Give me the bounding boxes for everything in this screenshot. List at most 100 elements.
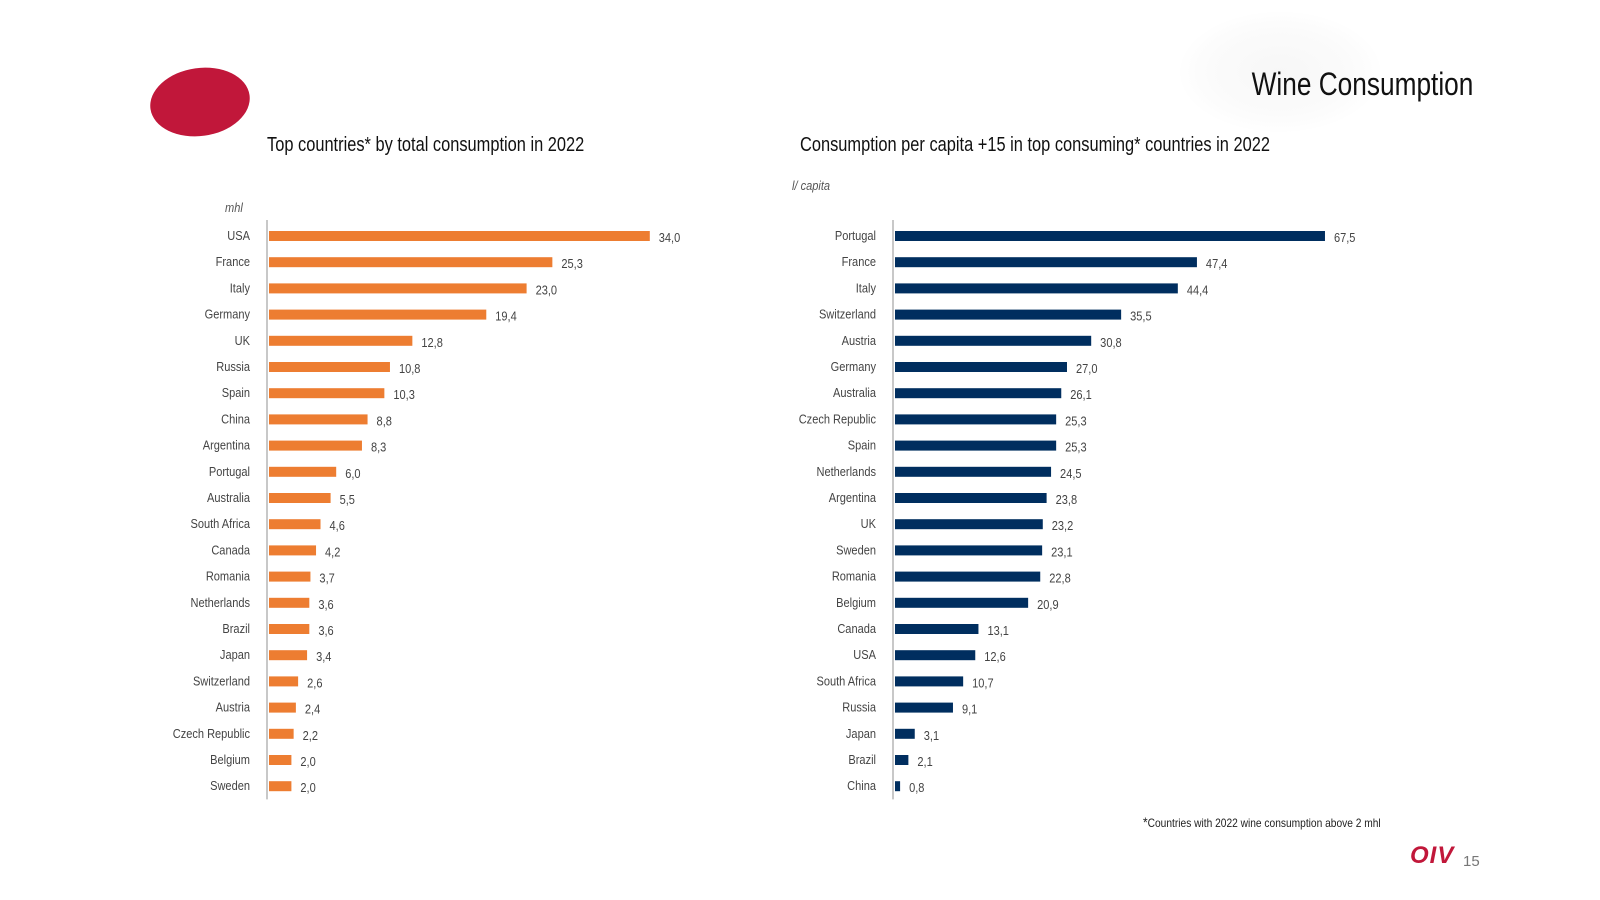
left-category-label: Czech Republic bbox=[173, 726, 250, 741]
right-category-label: USA bbox=[853, 647, 877, 662]
left-value-label: 2,2 bbox=[303, 728, 319, 743]
left-value-label: 10,3 bbox=[393, 387, 415, 402]
left-bar bbox=[269, 466, 337, 477]
right-category-label: UK bbox=[861, 516, 876, 531]
right-category-label: China bbox=[847, 778, 876, 793]
right-bar bbox=[895, 414, 1057, 425]
right-bar bbox=[895, 755, 909, 765]
right-value-label: 47,4 bbox=[1206, 256, 1228, 271]
left-bar bbox=[269, 362, 390, 372]
right-bar bbox=[895, 283, 1178, 294]
left-bar bbox=[269, 702, 296, 713]
left-value-label: 2,4 bbox=[305, 702, 321, 717]
right-chart-title: Consumption per capita +15 in top consum… bbox=[800, 134, 1270, 156]
right-value-label: 23,1 bbox=[1051, 545, 1073, 560]
footnote-mark: * bbox=[1143, 814, 1148, 830]
right-value-label: 3,1 bbox=[924, 728, 940, 743]
right-value-label: 44,4 bbox=[1187, 283, 1209, 298]
right-value-label: 9,1 bbox=[962, 702, 978, 717]
left-chart-unit: mhl bbox=[225, 200, 243, 215]
right-value-label: 35,5 bbox=[1130, 309, 1152, 324]
right-value-label: 24,5 bbox=[1060, 466, 1082, 481]
right-category-label: Germany bbox=[831, 359, 876, 374]
right-category-label: Russia bbox=[842, 700, 876, 715]
left-bar bbox=[269, 257, 553, 268]
left-category-label: Austria bbox=[216, 700, 251, 715]
right-value-label: 26,1 bbox=[1070, 387, 1092, 402]
right-category-label: Australia bbox=[833, 385, 876, 400]
right-value-label: 22,8 bbox=[1049, 571, 1071, 586]
left-category-label: UK bbox=[235, 333, 250, 348]
right-bar bbox=[895, 231, 1325, 241]
left-value-label: 12,8 bbox=[421, 335, 443, 350]
left-chart-title: Top countries* by total consumption in 2… bbox=[267, 134, 585, 156]
right-category-label: Brazil bbox=[848, 752, 876, 767]
right-category-label: Sweden bbox=[836, 543, 876, 558]
left-category-label: South Africa bbox=[190, 516, 250, 531]
left-category-label: Italy bbox=[230, 281, 250, 296]
left-bar bbox=[269, 309, 487, 320]
left-bar-chart: USA 34,0 France 25,3 Italy 23,0 Germany 19,4 UK 1… bbox=[173, 220, 681, 800]
right-bar-chart: Portugal 67,5 France 47,4 Italy 44,4 Switzerla… bbox=[799, 220, 1356, 800]
left-value-label: 5,5 bbox=[340, 492, 356, 507]
left-value-label: 10,8 bbox=[399, 361, 421, 376]
right-value-label: 25,3 bbox=[1065, 440, 1087, 455]
right-value-label: 0,8 bbox=[909, 780, 925, 795]
right-bar bbox=[895, 597, 1029, 608]
left-bar bbox=[269, 414, 368, 425]
right-bar bbox=[895, 702, 953, 713]
right-category-label: Canada bbox=[837, 621, 876, 636]
right-value-label: 27,0 bbox=[1076, 361, 1098, 376]
left-value-label: 34,0 bbox=[659, 230, 681, 245]
left-bar bbox=[269, 493, 331, 503]
left-value-label: 19,4 bbox=[495, 309, 517, 324]
right-bar bbox=[895, 335, 1092, 346]
right-category-label: Belgium bbox=[836, 595, 876, 610]
left-bar bbox=[269, 283, 527, 294]
right-bar bbox=[895, 493, 1047, 503]
left-bar bbox=[269, 597, 310, 608]
right-bar bbox=[895, 519, 1043, 530]
left-category-label: Romania bbox=[206, 569, 250, 584]
right-category-label: Argentina bbox=[829, 490, 877, 505]
right-bar bbox=[895, 388, 1062, 399]
right-value-label: 2,1 bbox=[917, 754, 933, 769]
left-value-label: 3,4 bbox=[316, 649, 332, 664]
left-category-label: Netherlands bbox=[190, 595, 250, 610]
right-value-label: 13,1 bbox=[987, 623, 1009, 638]
left-value-label: 2,6 bbox=[307, 676, 323, 691]
right-bar bbox=[895, 545, 1043, 556]
right-category-label: Switzerland bbox=[819, 307, 876, 322]
right-chart-unit: l/ capita bbox=[792, 178, 831, 193]
right-value-label: 67,5 bbox=[1334, 230, 1356, 245]
left-category-label: Canada bbox=[211, 543, 250, 558]
left-value-label: 4,2 bbox=[325, 545, 341, 560]
left-category-label: Germany bbox=[205, 307, 250, 322]
right-category-label: Portugal bbox=[835, 228, 876, 243]
left-category-label: France bbox=[216, 254, 251, 269]
right-category-label: South Africa bbox=[816, 674, 876, 689]
left-category-label: Russia bbox=[216, 359, 250, 374]
left-category-label: Sweden bbox=[210, 778, 250, 793]
left-bar bbox=[269, 571, 311, 582]
oiv-logo: OIV bbox=[1410, 842, 1455, 869]
left-value-label: 23,0 bbox=[536, 283, 558, 298]
left-bar bbox=[269, 676, 299, 687]
left-category-label: Brazil bbox=[222, 621, 250, 636]
right-value-label: 23,2 bbox=[1052, 518, 1074, 533]
left-category-label: Australia bbox=[207, 490, 250, 505]
right-category-label: Japan bbox=[846, 726, 876, 741]
left-value-label: 8,3 bbox=[371, 440, 387, 455]
right-bar bbox=[895, 781, 901, 792]
right-bar bbox=[895, 309, 1122, 320]
right-category-label: Czech Republic bbox=[799, 412, 876, 427]
right-category-label: Romania bbox=[832, 569, 876, 584]
right-value-label: 10,7 bbox=[972, 676, 994, 691]
left-bar bbox=[269, 231, 650, 241]
left-category-label: China bbox=[221, 412, 250, 427]
left-bar bbox=[269, 650, 308, 661]
right-bar bbox=[895, 440, 1057, 451]
right-category-label: France bbox=[842, 254, 877, 269]
left-bar bbox=[269, 781, 292, 792]
left-category-label: Japan bbox=[220, 647, 250, 662]
